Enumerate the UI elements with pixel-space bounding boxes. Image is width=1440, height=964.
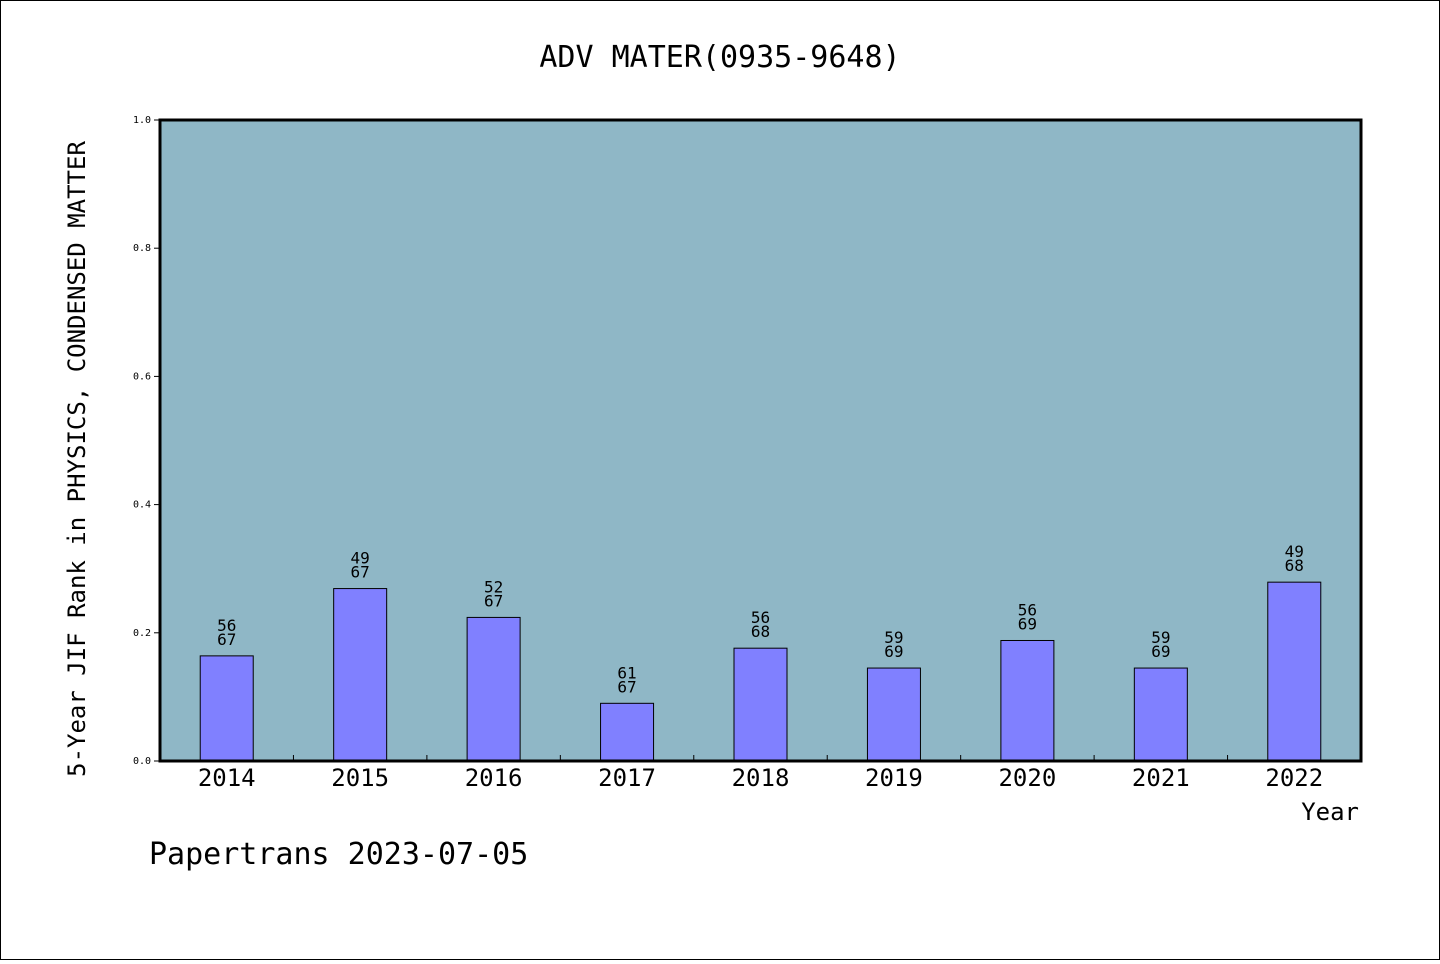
bar-label-total-2017: 67 [617, 677, 636, 696]
x-tick-label-2022: 2022 [1265, 764, 1323, 792]
y-tick-label-0.2: 0.2 [133, 628, 151, 639]
x-tick-label-2016: 2016 [465, 764, 523, 792]
bar-label-rank-2022: 49 [1285, 542, 1304, 561]
bar-label-total-2016: 67 [484, 591, 503, 610]
x-tick-label-2018: 2018 [732, 764, 790, 792]
bar-label-total-2014: 67 [217, 630, 236, 649]
bar-label-rank-2021: 59 [1151, 628, 1170, 647]
bar-2017 [600, 702, 655, 762]
y-tick-label-0.8: 0.8 [133, 243, 151, 254]
bar-label-total-2020: 69 [1018, 614, 1037, 633]
x-tick-label-2014: 2014 [198, 764, 256, 792]
x-tick-label-2020: 2020 [998, 764, 1056, 792]
bar-2020 [1000, 639, 1055, 762]
bar-2018 [733, 647, 788, 762]
footer-credit: Papertrans 2023-07-05 [149, 837, 528, 872]
bar-label-rank-2015: 49 [351, 549, 370, 568]
bar-label-total-2022: 68 [1285, 556, 1304, 575]
bar-2022 [1267, 581, 1322, 762]
x-tick-label-2019: 2019 [865, 764, 923, 792]
bar-2015 [333, 588, 388, 762]
bar-2016 [466, 616, 521, 762]
bar-2021 [1133, 667, 1188, 762]
x-tick-label-2015: 2015 [331, 764, 389, 792]
bar-label-rank-2020: 56 [1018, 600, 1037, 619]
bar-label-rank-2019: 59 [884, 628, 903, 647]
bar-label-total-2018: 68 [751, 622, 770, 641]
bar-label-total-2021: 69 [1151, 642, 1170, 661]
y-axis-label: 5-Year JIF Rank in PHYSICS, CONDENSED MA… [63, 141, 91, 777]
y-tick-label-0.0: 0.0 [133, 756, 151, 767]
y-tick-label-1.0: 1.0 [133, 115, 151, 126]
bar-label-total-2019: 69 [884, 642, 903, 661]
bar-label-rank-2017: 61 [617, 663, 636, 682]
bar-2019 [866, 667, 921, 762]
x-tick-label-2017: 2017 [598, 764, 656, 792]
bar-label-rank-2014: 56 [217, 616, 236, 635]
y-tick-label-0.6: 0.6 [133, 371, 151, 382]
bar-2014 [199, 655, 254, 762]
bar-label-rank-2018: 56 [751, 608, 770, 627]
bar-label-rank-2016: 52 [484, 577, 503, 596]
axis-ticks: 2014 2015 2016 2017 2018 2019 2020 2021 2022 0.0 0… [133, 115, 1323, 792]
x-axis-label: Year [1301, 798, 1359, 826]
y-tick-label-0.4: 0.4 [133, 500, 151, 511]
plot-border [158, 118, 1363, 763]
x-tick-label-2021: 2021 [1132, 764, 1190, 792]
bar-label-total-2015: 67 [351, 563, 370, 582]
chart-title: ADV MATER(0935-9648) [539, 40, 900, 75]
